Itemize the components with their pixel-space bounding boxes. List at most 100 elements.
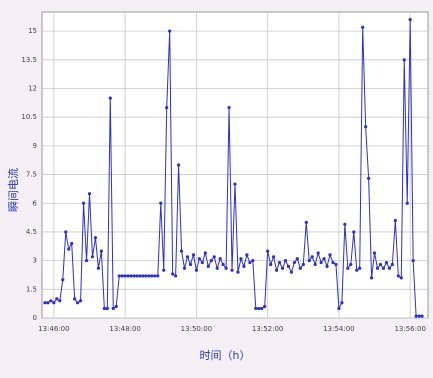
- data-point: [126, 274, 130, 278]
- data-point: [188, 262, 193, 267]
- data-point: [328, 253, 332, 257]
- data-point: [194, 268, 198, 272]
- x-tick-label: 13:56:00: [394, 325, 425, 333]
- data-point: [396, 274, 400, 278]
- data-point: [197, 257, 201, 261]
- y-tick-label: 1.5: [26, 285, 37, 293]
- data-point: [102, 306, 106, 311]
- y-axis-title: 瞬间电流: [6, 168, 20, 212]
- data-point: [73, 297, 77, 301]
- data-point: [81, 201, 86, 205]
- data-point: [156, 274, 160, 278]
- data-point: [123, 274, 127, 278]
- data-point: [251, 259, 255, 263]
- data-point: [307, 259, 311, 263]
- y-tick-label: 12: [28, 85, 37, 93]
- data-point: [61, 278, 65, 282]
- data-point: [132, 274, 136, 278]
- data-point: [340, 301, 344, 305]
- data-point: [263, 304, 267, 309]
- x-tick-label: 13:48:00: [109, 325, 140, 333]
- data-point: [378, 262, 383, 267]
- y-tick-label: 15: [28, 27, 37, 35]
- data-point: [96, 266, 101, 270]
- data-point: [165, 106, 169, 110]
- data-point: [248, 260, 252, 265]
- data-point: [361, 25, 365, 29]
- data-point: [280, 266, 285, 270]
- data-point: [375, 266, 380, 270]
- data-point: [272, 255, 276, 259]
- data-point: [176, 163, 181, 167]
- data-point: [64, 230, 68, 234]
- data-point: [372, 251, 377, 255]
- data-point: [393, 218, 397, 223]
- data-point: [182, 266, 187, 270]
- data-point: [135, 274, 139, 278]
- data-point: [283, 259, 288, 263]
- y-tick-label: 4.5: [26, 228, 37, 236]
- data-point: [138, 274, 142, 278]
- data-point: [277, 260, 282, 265]
- data-point: [402, 58, 406, 62]
- data-point: [129, 274, 133, 278]
- data-point: [227, 106, 231, 110]
- data-point: [405, 201, 409, 205]
- data-point: [209, 259, 213, 263]
- data-point: [369, 276, 374, 280]
- data-point: [215, 266, 219, 270]
- data-point: [179, 249, 184, 253]
- data-point: [70, 241, 74, 246]
- data-point: [352, 230, 356, 234]
- y-tick-label: 3: [33, 257, 37, 265]
- data-point: [411, 259, 415, 263]
- data-point: [185, 255, 190, 259]
- data-point: [174, 274, 178, 278]
- data-point: [99, 249, 103, 253]
- data-point: [218, 257, 222, 261]
- data-point: [286, 264, 291, 268]
- data-point: [93, 236, 98, 240]
- data-point: [274, 268, 279, 272]
- data-point: [319, 260, 323, 265]
- data-point: [292, 260, 296, 265]
- data-point: [358, 266, 362, 270]
- data-point: [90, 255, 95, 259]
- data-point: [346, 266, 350, 270]
- y-tick-label: 6: [33, 199, 38, 207]
- data-point: [239, 257, 243, 261]
- data-point: [108, 96, 112, 100]
- data-point: [212, 255, 216, 259]
- data-point: [260, 306, 264, 311]
- y-tick-label: 0: [33, 314, 37, 322]
- data-point: [43, 301, 47, 305]
- data-point: [105, 306, 109, 311]
- data-point: [224, 266, 228, 270]
- data-point: [384, 260, 389, 265]
- data-point: [269, 262, 273, 267]
- data-point: [313, 262, 317, 267]
- x-tick-label: 13:50:00: [181, 325, 212, 333]
- data-point: [257, 306, 261, 311]
- data-point: [67, 247, 71, 251]
- y-tick-label: 9: [33, 142, 37, 150]
- data-point: [150, 274, 154, 278]
- data-point: [381, 266, 386, 270]
- data-point: [316, 251, 320, 255]
- data-point: [76, 301, 80, 305]
- data-point: [295, 257, 299, 261]
- data-point: [310, 255, 314, 259]
- data-point: [144, 274, 148, 278]
- data-point: [349, 262, 353, 267]
- data-point: [141, 274, 145, 278]
- data-point: [55, 297, 59, 301]
- data-point: [245, 253, 249, 257]
- data-point: [111, 306, 115, 311]
- data-point: [114, 304, 118, 309]
- data-point: [79, 299, 83, 303]
- data-point: [46, 301, 50, 305]
- y-tick-label: 10.5: [21, 113, 37, 121]
- data-point: [171, 272, 175, 276]
- data-point: [159, 201, 163, 205]
- data-point: [414, 314, 418, 318]
